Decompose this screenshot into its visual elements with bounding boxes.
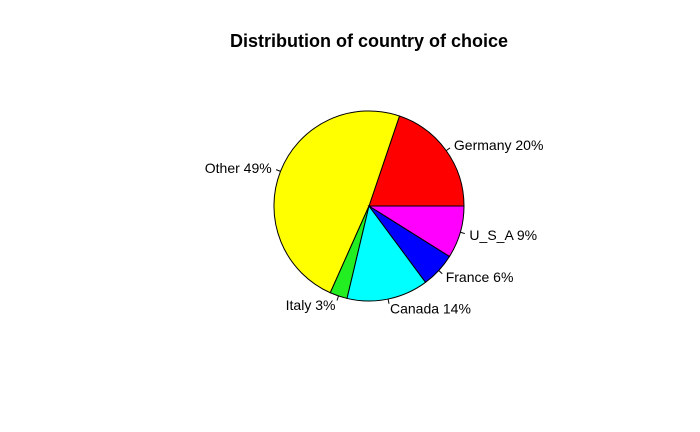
- pie-leader-5: [460, 231, 466, 235]
- pie-label-0: Germany 20%: [454, 137, 543, 153]
- pie-slice-5: [367, 205, 465, 258]
- pie-label-5: U_S_A 9%: [469, 227, 537, 243]
- pie-label-3: Canada 14%: [390, 300, 471, 316]
- pie-leader-4: [438, 270, 443, 275]
- pie-leader-1: [275, 169, 281, 172]
- pie-slice-0: [368, 115, 465, 207]
- pie-leader-2: [336, 295, 339, 301]
- pie-label-2: Italy 3%: [286, 297, 336, 313]
- pie-leader-0: [445, 147, 451, 152]
- pie-leader-3: [387, 298, 390, 304]
- chart-title: Distribution of country of choice: [230, 31, 508, 51]
- pie-labels: Germany 20% Other 49% Italy 3% Canada 14% Fr…: [205, 137, 544, 316]
- pie-slices: [273, 110, 465, 302]
- pie-leader-lines: [275, 147, 466, 304]
- pie-slice-3: [346, 204, 427, 302]
- pie-label-1: Other 49%: [205, 160, 272, 176]
- pie-label-4: France 6%: [446, 269, 514, 285]
